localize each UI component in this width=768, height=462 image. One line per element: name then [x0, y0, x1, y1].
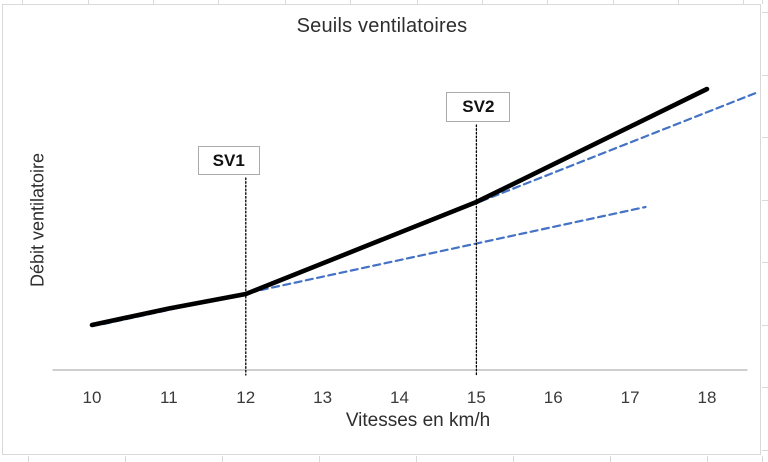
- chart-object[interactable]: [2, 4, 761, 455]
- gridline-stub: [762, 262, 768, 263]
- x-tick-label-18: 18: [697, 388, 717, 407]
- gridline-stub: [678, 0, 679, 4]
- chart-title: Seuils ventilatoires: [296, 15, 468, 37]
- gridline-stub: [610, 456, 611, 462]
- gridline-stub: [125, 456, 126, 462]
- gridline-stub: [743, 0, 744, 4]
- y-axis-title: Débit ventilatoire: [27, 152, 48, 288]
- gridline-stub: [218, 0, 219, 4]
- gridline-stub: [762, 75, 768, 76]
- threshold-label-box-sv2: SV2: [446, 92, 511, 122]
- gridline-stub: [350, 0, 351, 4]
- gridline-stub: [547, 0, 548, 4]
- gridline-stub: [28, 456, 29, 462]
- x-tick-label-10: 10: [82, 388, 102, 407]
- x-tick-label-12: 12: [236, 388, 256, 407]
- gridline-stub: [417, 0, 418, 4]
- gridline-stub: [222, 456, 223, 462]
- gridline-stub: [762, 387, 768, 388]
- gridline-stub: [762, 450, 768, 451]
- gridline-stub: [88, 0, 89, 4]
- gridline-stub: [762, 137, 768, 138]
- gridline-stub: [513, 456, 514, 462]
- gridline-stub: [613, 0, 614, 4]
- gridline-stub: [285, 0, 286, 4]
- gridline-stub: [319, 456, 320, 462]
- x-tick-label-16: 16: [543, 388, 563, 407]
- gridline-stub: [762, 0, 763, 4]
- x-tick-label-17: 17: [620, 388, 640, 407]
- gridline-stub: [482, 0, 483, 4]
- threshold-label-box-sv1: SV1: [197, 146, 260, 175]
- x-tick-label-14: 14: [390, 388, 409, 407]
- gridline-stub: [762, 12, 768, 13]
- x-tick-label-11: 11: [160, 388, 178, 407]
- x-tick-label-13: 13: [313, 388, 333, 407]
- gridline-stub: [416, 456, 417, 462]
- x-tick-label-15: 15: [466, 388, 486, 407]
- x-axis-title: Vitesses en km/h: [345, 410, 491, 431]
- gridline-stub: [153, 0, 154, 4]
- gridline-stub: [762, 200, 768, 201]
- gridline-stub: [707, 456, 708, 462]
- gridline-stub: [22, 0, 23, 4]
- gridline-stub: [762, 456, 763, 462]
- gridline-stub: [762, 325, 768, 326]
